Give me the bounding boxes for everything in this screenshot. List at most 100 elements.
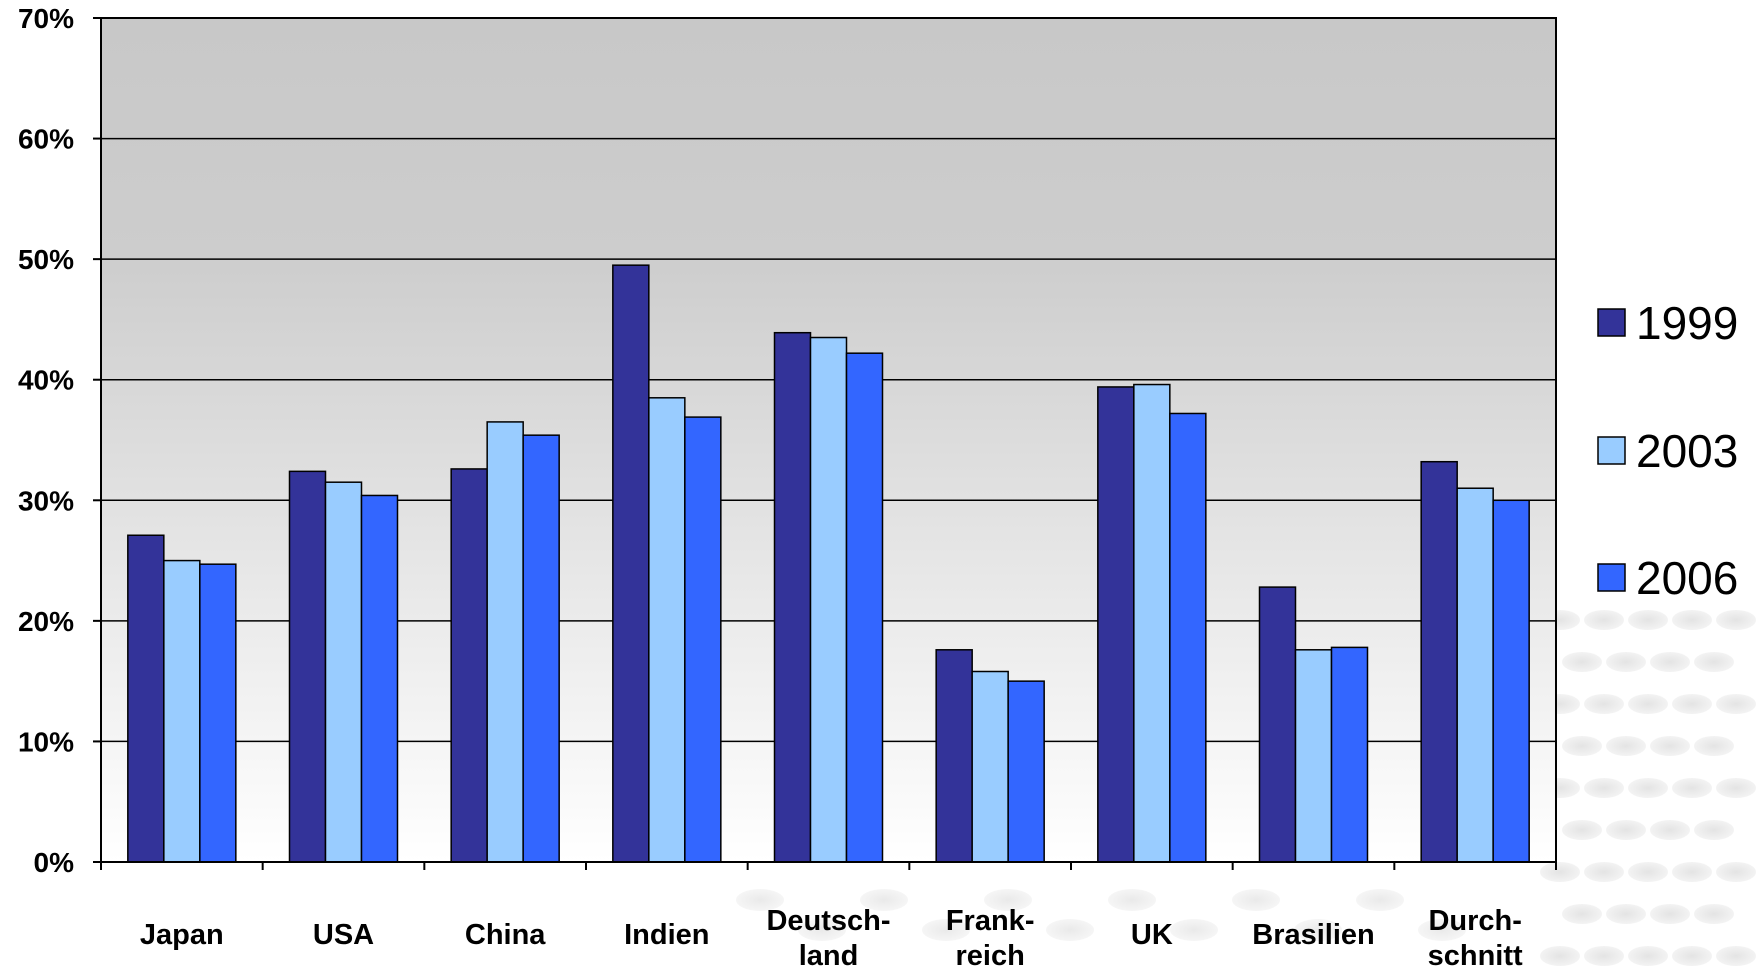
legend-label-2003: 2003 (1636, 425, 1738, 477)
decor-dot (1672, 778, 1712, 798)
bar-1999-1 (288, 470, 327, 863)
decor-dot (1606, 820, 1646, 840)
y-tick-label: 60% (18, 124, 74, 155)
legend-swatch-1999 (1597, 308, 1626, 337)
category-label: China (465, 919, 546, 951)
bar-2003-3 (648, 397, 686, 863)
bar-2006-5 (1007, 680, 1045, 863)
decor-dot (1046, 919, 1094, 941)
y-tick-label: 40% (18, 365, 74, 396)
bar-2003-1 (324, 481, 363, 863)
bar-2006-7 (1330, 646, 1369, 863)
decor-dot (1672, 610, 1712, 630)
bars (127, 264, 1530, 863)
y-axis-labels: 0% 10% 20% 30% 40% 50% 60% 70% (18, 3, 74, 878)
legend-swatch-2003 (1597, 436, 1626, 465)
background-decoration (736, 610, 1756, 966)
category-label: schnitt (1428, 940, 1523, 972)
decor-dot (1716, 610, 1756, 630)
decor-dot (1650, 736, 1690, 756)
bar-2003-5 (971, 670, 1009, 863)
decor-dot (1356, 889, 1404, 911)
x-axis-labels: Japan USA China Indien Deutsch-land Frank-rei… (140, 905, 1523, 972)
decor-dot (1170, 919, 1218, 941)
decor-dot (1628, 862, 1668, 882)
legend-swatch-2006 (1597, 563, 1626, 592)
decor-dot (798, 919, 846, 941)
category-label: Frank- (946, 905, 1035, 937)
bar-2006-1 (360, 494, 399, 863)
bar-2006-2 (522, 434, 560, 863)
decor-dot (1294, 919, 1342, 941)
decor-dot (1584, 946, 1624, 966)
bar-2003-6 (1133, 383, 1171, 863)
legend-label-1999: 1999 (1636, 297, 1738, 349)
bar-1999-3 (612, 264, 650, 863)
decor-dot (1584, 610, 1624, 630)
category-label: land (799, 940, 859, 972)
bar-1999-5 (935, 649, 973, 863)
category-label: USA (313, 919, 374, 951)
decor-dot (1562, 652, 1602, 672)
decor-dot (860, 889, 908, 911)
bar-1999-7 (1258, 586, 1297, 863)
decor-dot (1540, 946, 1580, 966)
legend-label-2006: 2006 (1636, 552, 1738, 604)
decor-dot (1628, 778, 1668, 798)
bar-1999-8 (1420, 460, 1458, 863)
category-label: Indien (624, 919, 709, 951)
legend: 1999 2003 2006 (1597, 297, 1738, 604)
decor-dot (1606, 904, 1646, 924)
bar-1999-4 (773, 331, 812, 863)
decor-dot (1672, 946, 1712, 966)
decor-dot (1584, 778, 1624, 798)
category-label: Deutsch- (766, 905, 890, 937)
bar-2003-7 (1294, 649, 1333, 863)
decor-dot (1672, 862, 1712, 882)
decor-dot (1694, 652, 1734, 672)
bar-2003-2 (486, 421, 524, 863)
decor-dot (1694, 904, 1734, 924)
decor-dot (1584, 862, 1624, 882)
decor-dot (1606, 652, 1646, 672)
decor-dot (1716, 946, 1756, 966)
bar-2006-3 (684, 416, 722, 863)
decor-dot (1716, 694, 1756, 714)
bar-2006-8 (1492, 499, 1530, 863)
decor-dot (1716, 778, 1756, 798)
y-tick-label: 10% (18, 726, 74, 757)
y-tick-label: 20% (18, 606, 74, 637)
plot-border (100, 17, 1557, 863)
bar-2006-0 (199, 563, 237, 863)
decor-dot (1108, 889, 1156, 911)
decor-dot (1540, 862, 1580, 882)
y-tick-label: 0% (34, 847, 75, 878)
bar-2003-0 (163, 559, 201, 863)
decor-dot (1672, 694, 1712, 714)
decor-dot (1562, 904, 1602, 924)
decor-dot (1694, 736, 1734, 756)
decor-dot (1584, 694, 1624, 714)
y-tick-label: 50% (18, 244, 74, 275)
bar-2006-4 (845, 352, 884, 863)
axes (93, 17, 1557, 870)
bar-2003-4 (809, 336, 848, 863)
category-label: Durch- (1428, 905, 1521, 937)
decor-dot (1418, 919, 1466, 941)
decor-dot (736, 889, 784, 911)
y-tick-label: 70% (18, 3, 74, 34)
decor-dot (1650, 820, 1690, 840)
decor-dot (1562, 820, 1602, 840)
decor-dot (1650, 904, 1690, 924)
decor-dot (1606, 736, 1646, 756)
decor-dot (984, 889, 1032, 911)
category-label: reich (956, 940, 1025, 972)
decor-dot (1628, 946, 1668, 966)
category-label: UK (1131, 919, 1173, 951)
decor-dot (1232, 889, 1280, 911)
bar-2003-8 (1456, 487, 1494, 863)
bar-1999-2 (450, 468, 488, 863)
y-tick-label: 30% (18, 485, 74, 516)
